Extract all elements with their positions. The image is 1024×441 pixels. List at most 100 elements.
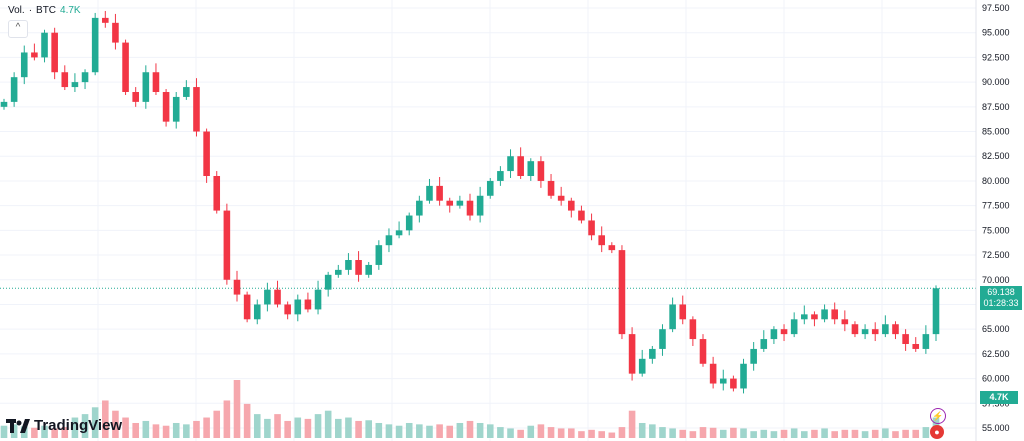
volume-bar xyxy=(335,418,342,438)
y-tick-label: 70.000 xyxy=(982,275,1010,285)
volume-bar xyxy=(0,425,8,438)
volume-bar xyxy=(517,429,524,438)
volume-bar xyxy=(132,422,139,438)
candle-body xyxy=(335,269,342,275)
y-tick-label: 97.500 xyxy=(982,3,1010,13)
volume-bar xyxy=(31,427,38,438)
volume-bar xyxy=(719,429,727,438)
candle-body xyxy=(264,289,271,305)
candle-body xyxy=(699,339,707,364)
lightning-event-icon[interactable]: ⚡ xyxy=(930,408,946,424)
volume-bar xyxy=(588,429,595,438)
candle-body xyxy=(831,309,838,320)
volume-bar xyxy=(649,424,656,438)
price-axis[interactable]: 97.500 95.000 92.500 90.000 87.500 85.000 82.5… xyxy=(975,0,1010,441)
volume-bar xyxy=(527,425,535,438)
volume-bar xyxy=(274,414,281,438)
volume-bar xyxy=(81,414,89,438)
volume-bar xyxy=(861,431,869,438)
candle-body xyxy=(882,324,889,335)
volume-bar xyxy=(497,427,504,438)
candle-body xyxy=(41,32,48,58)
candle-body xyxy=(770,329,778,340)
volume-bar xyxy=(223,400,231,438)
volume-bar xyxy=(831,431,838,438)
volume-bar xyxy=(709,427,717,438)
y-tick-label: 85.000 xyxy=(982,127,1010,137)
candle-body xyxy=(801,314,808,320)
candle-body xyxy=(821,309,828,320)
volume-bar xyxy=(486,424,494,438)
candle-body xyxy=(426,185,433,201)
volume-bar xyxy=(780,429,788,438)
y-tick-label: 55.000 xyxy=(982,423,1010,433)
candle-body xyxy=(122,42,129,92)
candle-body xyxy=(760,339,768,349)
y-tick-label: 75.000 xyxy=(982,225,1010,235)
candle-body xyxy=(497,171,504,181)
candle-body xyxy=(294,299,302,315)
volume-bar xyxy=(91,407,99,438)
candle-body xyxy=(730,378,737,389)
volume-bar xyxy=(821,428,828,438)
current-price-tag: 69.138 01:28:33 xyxy=(980,286,1022,311)
volume-bar xyxy=(122,417,129,438)
candle-body xyxy=(395,230,403,236)
candle-body xyxy=(0,101,8,107)
volume-bar xyxy=(659,427,666,438)
candle-body xyxy=(365,264,372,275)
volume-bar xyxy=(790,428,798,438)
volume-bar xyxy=(598,431,605,438)
candle-body xyxy=(932,288,940,335)
volume-bar xyxy=(740,428,747,438)
candle-body xyxy=(132,92,139,102)
volume-bar xyxy=(162,425,170,438)
candle-body xyxy=(172,96,180,122)
candle-body xyxy=(689,319,697,340)
volume-bar xyxy=(608,432,616,438)
candle-body xyxy=(740,363,747,389)
volume-bar xyxy=(436,424,443,438)
volume-bar xyxy=(102,400,109,438)
legend-value: 4.7K xyxy=(60,5,81,16)
volume-bar xyxy=(476,422,484,438)
candle-body xyxy=(183,87,190,97)
volume-bar xyxy=(345,417,352,438)
candle-body xyxy=(719,378,727,384)
volume-bar xyxy=(892,431,899,438)
candle-body xyxy=(152,72,160,92)
y-tick-label: 62.500 xyxy=(982,349,1010,359)
candle-body xyxy=(284,304,291,315)
volume-bar xyxy=(851,429,859,438)
candle-body xyxy=(274,289,281,305)
volume-bar xyxy=(314,414,322,438)
candle-body xyxy=(922,334,930,349)
candle-body xyxy=(902,334,909,344)
flag-event-icon[interactable]: ● xyxy=(930,425,944,439)
candle-body xyxy=(71,82,79,88)
candle-body xyxy=(578,210,585,221)
volume-bar xyxy=(426,425,433,438)
candle-body xyxy=(233,279,241,295)
candle-body xyxy=(243,294,251,320)
tradingview-logo[interactable]: TradingView xyxy=(6,417,122,434)
volume-bar xyxy=(669,428,676,438)
volume-bar xyxy=(456,422,464,438)
collapse-legend-button[interactable]: ^ xyxy=(8,20,28,38)
candle-body xyxy=(253,304,261,320)
volume-bar xyxy=(446,425,454,438)
volume-bar xyxy=(557,428,565,438)
candle-body xyxy=(446,200,454,206)
volume-bar xyxy=(284,420,291,438)
candle-body xyxy=(203,131,210,176)
volume-bar xyxy=(537,424,545,438)
volume-bar xyxy=(233,380,241,438)
volume-bar xyxy=(71,417,79,438)
candle-body xyxy=(628,334,636,374)
candle-body xyxy=(649,348,656,359)
candle-body xyxy=(385,235,393,246)
volume-bar xyxy=(547,427,555,438)
bar-countdown: 01:28:33 xyxy=(983,298,1019,309)
